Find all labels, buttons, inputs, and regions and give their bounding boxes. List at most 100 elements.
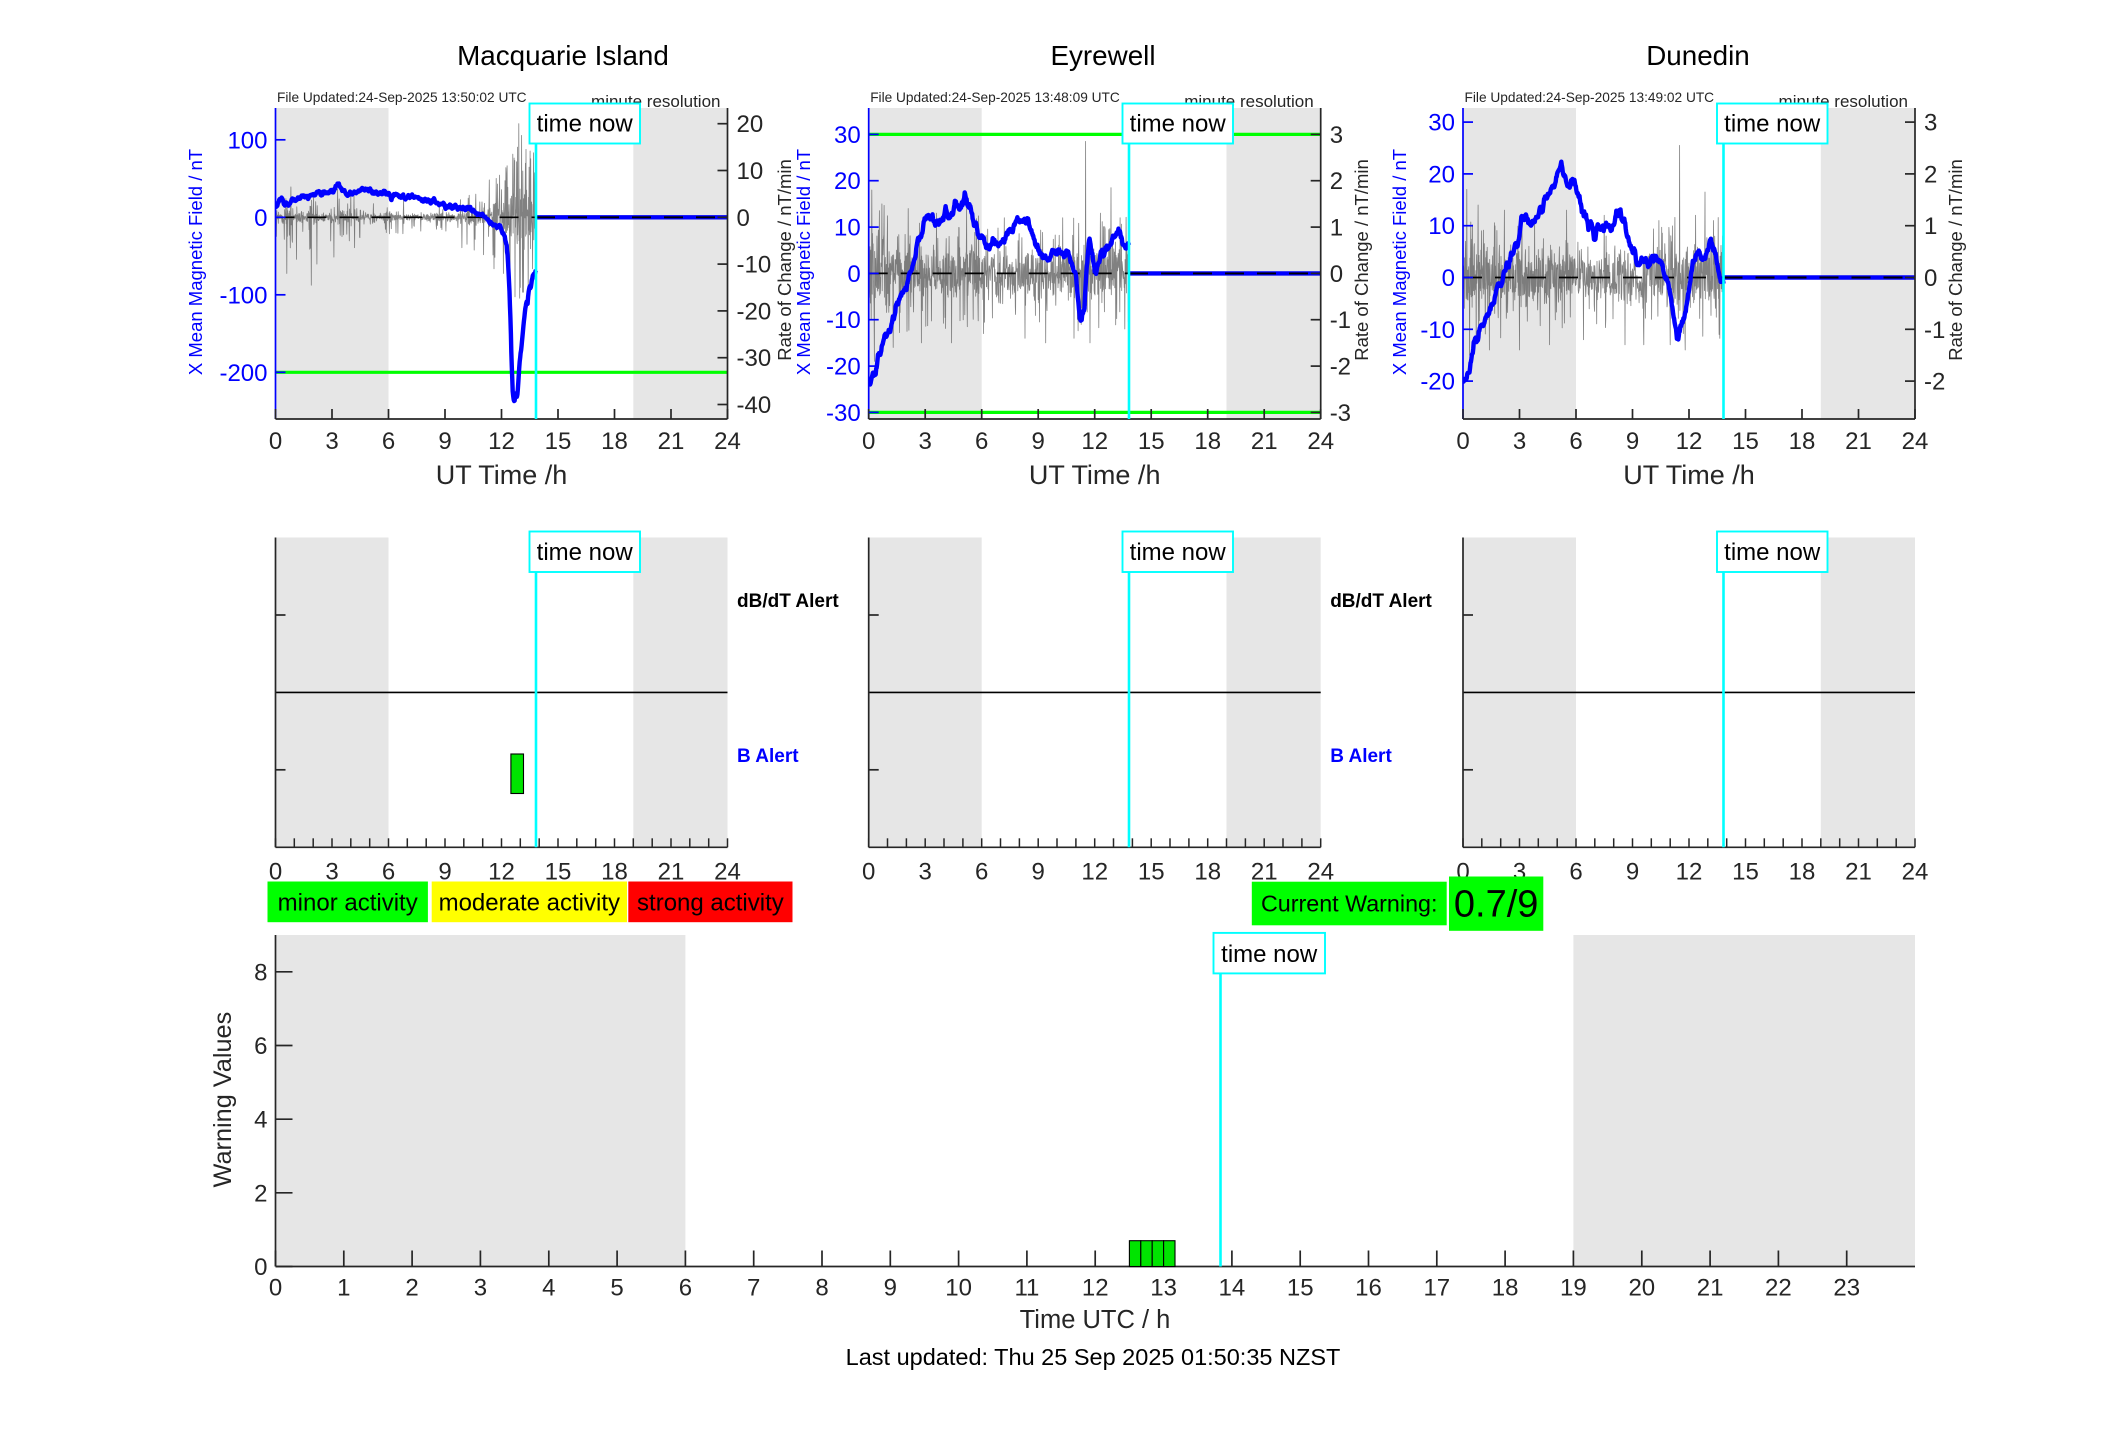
svg-text:1: 1 [1924, 213, 1937, 240]
svg-text:24: 24 [1902, 859, 1929, 886]
svg-text:2: 2 [405, 1275, 418, 1302]
svg-text:18: 18 [601, 859, 628, 886]
svg-text:0: 0 [862, 859, 875, 886]
svg-text:15: 15 [1138, 859, 1165, 886]
svg-text:19: 19 [1560, 1275, 1587, 1302]
svg-text:2: 2 [1330, 168, 1343, 195]
svg-text:-200: -200 [219, 360, 267, 387]
svg-text:Dunedin: Dunedin [1646, 40, 1750, 71]
svg-text:-2: -2 [1330, 354, 1351, 381]
svg-text:18: 18 [1789, 428, 1816, 455]
svg-text:6: 6 [975, 859, 988, 886]
svg-text:21: 21 [658, 428, 685, 455]
svg-text:UT Time /h: UT Time /h [1623, 460, 1755, 490]
svg-text:-10: -10 [737, 252, 772, 279]
svg-text:7: 7 [747, 1275, 760, 1302]
svg-text:time now: time now [1724, 539, 1821, 566]
svg-text:UT Time /h: UT Time /h [436, 460, 568, 490]
svg-text:21: 21 [658, 859, 685, 886]
svg-text:15: 15 [1287, 1275, 1314, 1302]
svg-text:23: 23 [1833, 1275, 1860, 1302]
svg-text:3: 3 [1924, 110, 1937, 137]
svg-text:24: 24 [714, 859, 741, 886]
svg-text:8: 8 [815, 1275, 828, 1302]
svg-text:6: 6 [382, 859, 395, 886]
svg-text:0: 0 [1330, 261, 1343, 288]
svg-text:0: 0 [847, 261, 860, 288]
svg-text:15: 15 [1732, 428, 1759, 455]
svg-text:minor activity: minor activity [278, 890, 418, 917]
svg-text:21: 21 [1251, 859, 1278, 886]
svg-text:18: 18 [1194, 859, 1221, 886]
svg-text:-2: -2 [1924, 369, 1945, 396]
svg-text:4: 4 [542, 1275, 555, 1302]
svg-text:0: 0 [1442, 265, 1455, 292]
svg-text:6: 6 [1569, 428, 1582, 455]
svg-text:100: 100 [227, 127, 267, 154]
svg-text:9: 9 [1626, 859, 1639, 886]
svg-text:3: 3 [474, 1275, 487, 1302]
svg-text:Macquarie Island: Macquarie Island [457, 40, 669, 71]
svg-text:20: 20 [834, 168, 861, 195]
svg-text:9: 9 [1626, 428, 1639, 455]
svg-text:Current Warning:: Current Warning: [1261, 891, 1438, 917]
svg-text:0: 0 [269, 428, 282, 455]
svg-text:12: 12 [488, 428, 515, 455]
svg-text:X Mean Magnetic Field / nT: X Mean Magnetic Field / nT [793, 149, 814, 375]
svg-text:strong activity: strong activity [637, 890, 784, 917]
svg-text:6: 6 [1569, 859, 1582, 886]
svg-text:Warning Values: Warning Values [209, 1012, 237, 1188]
svg-text:5: 5 [610, 1275, 623, 1302]
svg-text:12: 12 [1081, 859, 1108, 886]
svg-text:22: 22 [1765, 1275, 1792, 1302]
svg-text:-3: -3 [1330, 400, 1351, 427]
svg-text:moderate activity: moderate activity [439, 890, 620, 917]
svg-text:18: 18 [601, 428, 628, 455]
svg-text:-10: -10 [1420, 317, 1455, 344]
svg-text:-1: -1 [1330, 307, 1351, 334]
svg-text:-20: -20 [826, 354, 861, 381]
svg-text:18: 18 [1789, 859, 1816, 886]
svg-text:21: 21 [1251, 428, 1278, 455]
svg-text:-40: -40 [737, 392, 772, 419]
svg-text:File Updated:24-Sep-2025 13:49: File Updated:24-Sep-2025 13:49:02 UTC [1465, 90, 1715, 105]
svg-text:10: 10 [1428, 213, 1455, 240]
svg-text:6: 6 [975, 428, 988, 455]
svg-text:3: 3 [325, 859, 338, 886]
svg-text:0: 0 [1924, 265, 1937, 292]
svg-text:File Updated:24-Sep-2025 13:48: File Updated:24-Sep-2025 13:48:09 UTC [870, 90, 1120, 105]
svg-text:12: 12 [488, 859, 515, 886]
svg-text:0: 0 [269, 859, 282, 886]
svg-text:6: 6 [254, 1033, 267, 1060]
svg-text:0: 0 [862, 428, 875, 455]
svg-text:12: 12 [1676, 859, 1703, 886]
svg-text:dB/dT Alert: dB/dT Alert [1330, 591, 1432, 612]
svg-text:24: 24 [1902, 428, 1929, 455]
svg-text:12: 12 [1081, 428, 1108, 455]
svg-text:time now: time now [1130, 539, 1227, 566]
svg-text:9: 9 [438, 859, 451, 886]
svg-text:3: 3 [1513, 428, 1526, 455]
svg-text:9: 9 [1032, 859, 1045, 886]
svg-text:18: 18 [1492, 1275, 1519, 1302]
svg-text:18: 18 [1194, 428, 1221, 455]
svg-text:6: 6 [679, 1275, 692, 1302]
svg-text:File Updated:24-Sep-2025 13:50: File Updated:24-Sep-2025 13:50:02 UTC [277, 90, 527, 105]
svg-text:12: 12 [1676, 428, 1703, 455]
svg-text:3: 3 [919, 428, 932, 455]
svg-text:Last updated: Thu 25 Sep 2025: Last updated: Thu 25 Sep 2025 01:50:35 N… [846, 1344, 1341, 1370]
svg-text:-100: -100 [219, 282, 267, 309]
svg-text:10: 10 [834, 215, 861, 242]
svg-text:17: 17 [1423, 1275, 1450, 1302]
svg-text:6: 6 [382, 428, 395, 455]
svg-text:16: 16 [1355, 1275, 1382, 1302]
svg-text:10: 10 [737, 158, 764, 185]
svg-text:dB/dT Alert: dB/dT Alert [737, 591, 839, 612]
svg-text:20: 20 [737, 111, 764, 138]
svg-text:3: 3 [919, 859, 932, 886]
svg-text:20: 20 [1428, 161, 1455, 188]
svg-text:30: 30 [834, 122, 861, 149]
svg-text:-10: -10 [826, 307, 861, 334]
svg-text:Rate of Change / nT/min: Rate of Change / nT/min [774, 159, 795, 361]
svg-text:time now: time now [1130, 111, 1227, 138]
